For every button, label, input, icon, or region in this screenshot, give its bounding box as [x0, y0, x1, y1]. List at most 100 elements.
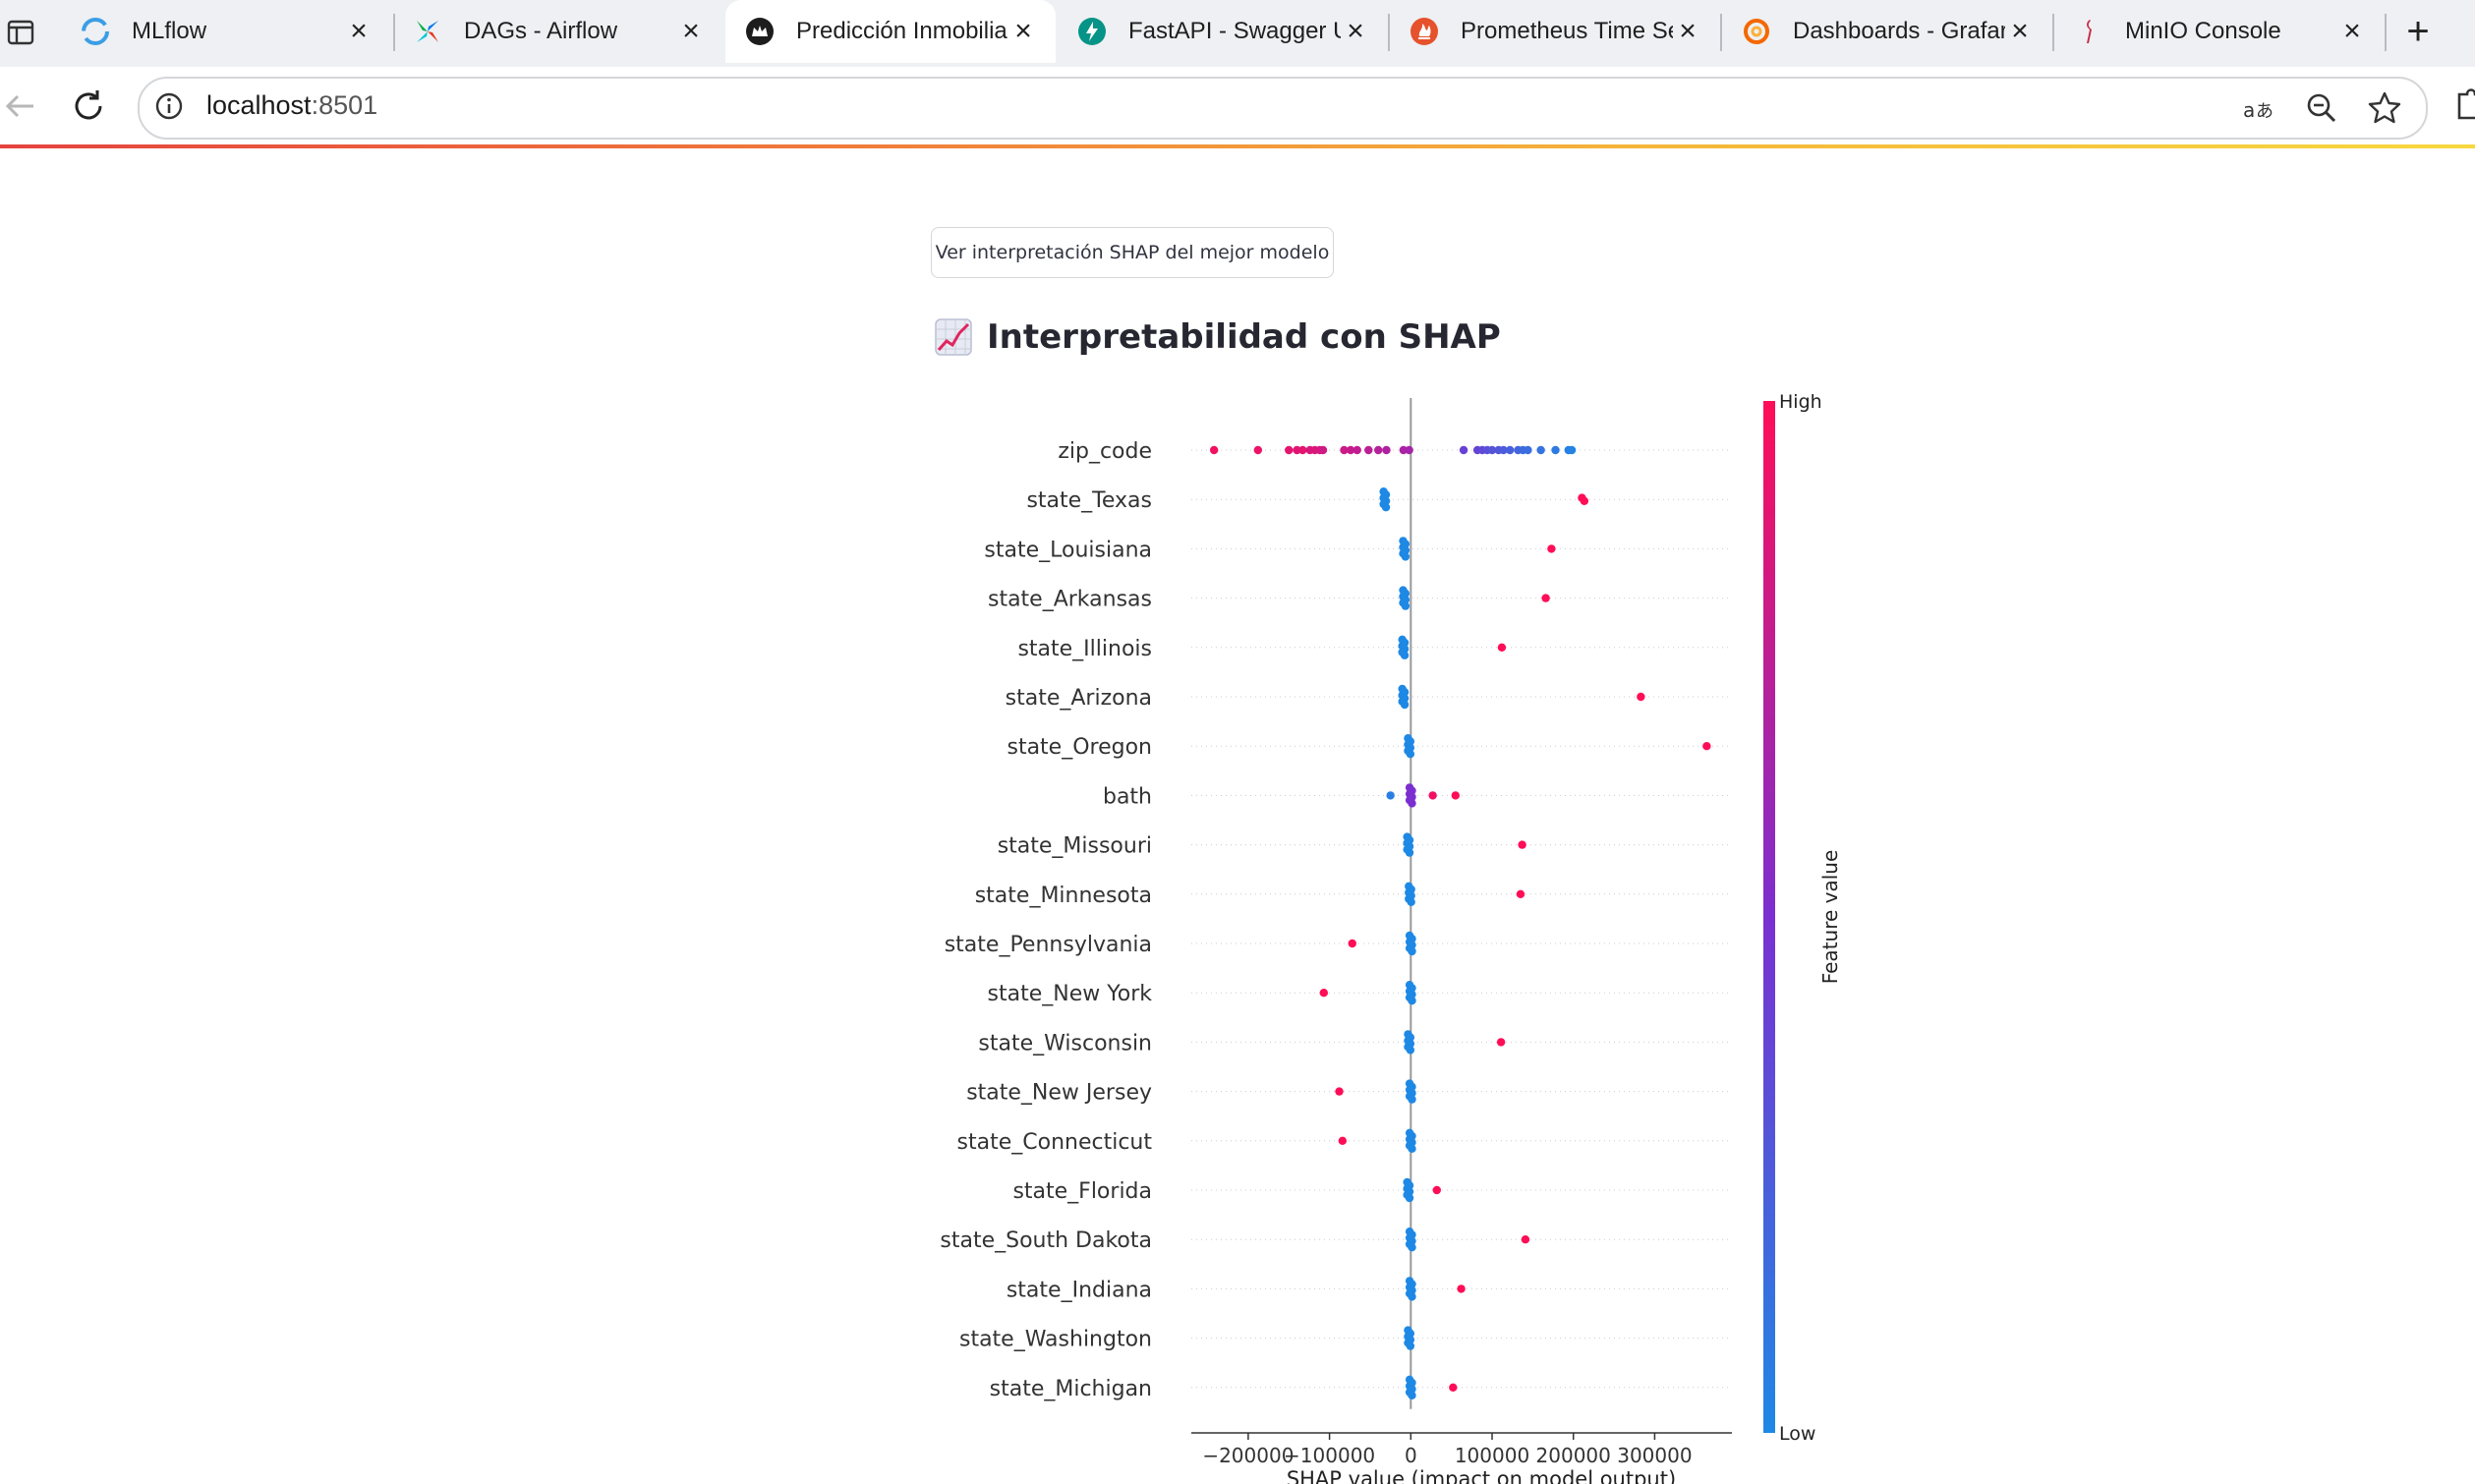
shap-point	[1496, 1038, 1506, 1047]
tab-separator	[1720, 14, 1722, 51]
fastapi-icon	[1077, 17, 1107, 46]
x-tick-label: 200000	[1536, 1444, 1611, 1467]
shap-point	[1457, 1284, 1466, 1293]
tab-separator	[2052, 14, 2054, 51]
close-icon[interactable]: ×	[2011, 15, 2029, 47]
x-tick-label: −100000	[1284, 1444, 1375, 1467]
feature-label: bath	[1103, 784, 1152, 809]
tab-actions-icon[interactable]	[6, 18, 35, 47]
tab-fastapi[interactable]: FastAPI - Swagger U ×	[1058, 0, 1388, 63]
shap-point	[1401, 552, 1410, 561]
zoom-out-icon[interactable]	[2304, 90, 2339, 126]
colorbar-low-label: Low	[1779, 1423, 1815, 1445]
tab-airflow[interactable]: DAGs - Airflow ×	[393, 0, 723, 63]
close-icon[interactable]: ×	[1679, 15, 1697, 47]
shap-point	[1499, 445, 1508, 455]
shap-point	[1346, 445, 1355, 455]
address-text: localhost:8501	[206, 90, 377, 121]
shap-point	[1428, 791, 1437, 800]
shap-point	[1209, 445, 1219, 455]
shap-point	[1408, 946, 1416, 956]
shap-point	[1406, 1341, 1415, 1350]
feature-label: state_Oregon	[1007, 735, 1152, 760]
colorbar-title: Feature value	[1818, 850, 1842, 985]
address-port: :8501	[311, 90, 378, 120]
shap-point	[1521, 1235, 1530, 1244]
address-host: localhost	[206, 90, 312, 120]
shap-point	[1298, 445, 1307, 455]
shap-point	[1408, 1243, 1416, 1252]
close-icon[interactable]: ×	[1347, 15, 1364, 47]
shap-point	[1451, 791, 1460, 800]
x-axis: −200000−100000 0 100000 200000 300000	[1191, 1432, 1732, 1467]
close-icon[interactable]: ×	[2343, 15, 2361, 47]
shap-point	[1318, 445, 1328, 455]
airflow-icon	[413, 17, 442, 46]
heading-text: Interpretabilidad con SHAP	[987, 317, 1501, 357]
close-icon[interactable]: ×	[350, 15, 368, 47]
view-shap-button[interactable]: Ver interpretación SHAP del mejor modelo	[931, 227, 1334, 278]
extensions-icon[interactable]	[2453, 85, 2475, 124]
close-icon[interactable]: ×	[1014, 15, 1032, 47]
tab-prometheus[interactable]: Prometheus Time Se ×	[1390, 0, 1720, 63]
tab-separator	[1388, 14, 1390, 51]
shap-point	[1408, 1095, 1416, 1104]
x-tick-label: 300000	[1617, 1444, 1692, 1467]
shap-point	[1364, 445, 1373, 455]
feature-label: state_New York	[988, 982, 1153, 1006]
star-icon[interactable]	[2367, 90, 2402, 126]
shap-point	[1408, 1391, 1416, 1400]
shap-point	[1338, 1136, 1348, 1145]
colorbar-high-label: High	[1779, 391, 1822, 413]
tab-strip: MLflow × DAGs - Airflow × Predicción Inm…	[0, 0, 2475, 67]
reload-icon[interactable]	[65, 83, 112, 130]
shap-point	[1497, 643, 1507, 652]
x-axis-label: SHAP value (impact on model output)	[1287, 1467, 1676, 1484]
shap-point	[1386, 791, 1395, 800]
tab-separator	[393, 14, 395, 51]
shap-point	[1401, 601, 1410, 610]
shap-point	[1637, 692, 1645, 702]
back-arrow-icon[interactable]	[0, 83, 43, 130]
x-tick-label: −200000	[1202, 1444, 1294, 1467]
site-info-icon[interactable]	[153, 90, 185, 122]
shap-point	[1541, 594, 1550, 602]
shap-point	[1459, 445, 1468, 455]
shap-point	[1400, 700, 1410, 710]
shap-point	[1285, 445, 1294, 455]
feature-label: state_Arizona	[1006, 686, 1152, 711]
feature-labels: zip_code state_Texas state_Louisiana state_…	[940, 439, 1152, 1401]
shap-point	[1518, 840, 1526, 849]
shap-point	[1319, 989, 1329, 998]
chart-increasing-icon	[934, 317, 973, 357]
shap-point	[1335, 1087, 1344, 1096]
tab-prediccion[interactable]: Predicción Inmobilia ×	[725, 0, 1056, 63]
x-tick-label: 100000	[1455, 1444, 1529, 1467]
shap-point	[1432, 1185, 1441, 1195]
tab-minio[interactable]: MinIO Console ×	[2054, 0, 2385, 63]
tab-mlflow[interactable]: MLflow ×	[61, 0, 391, 63]
feature-label: state_Missouri	[998, 834, 1152, 859]
shap-point	[1253, 445, 1263, 455]
shap-point	[1487, 445, 1497, 455]
shap-point	[1405, 1193, 1414, 1203]
shap-point	[1580, 496, 1589, 505]
shap-point	[1406, 1046, 1415, 1055]
new-tab-icon[interactable]: +	[2406, 9, 2430, 53]
svg-text:a: a	[2243, 98, 2255, 122]
shap-point	[1348, 939, 1356, 948]
shap-point	[1516, 889, 1525, 898]
page-loading-bar	[0, 144, 2475, 148]
tab-separator	[2385, 14, 2387, 51]
tab-grafana[interactable]: Dashboards - Grafar ×	[1722, 0, 2052, 63]
feature-label: state_New Jersey	[966, 1081, 1152, 1106]
x-tick-label: 0	[1405, 1444, 1417, 1467]
shap-point	[1399, 445, 1409, 455]
close-icon[interactable]: ×	[682, 15, 700, 47]
feature-label: state_South Dakota	[940, 1228, 1152, 1253]
shap-point	[1293, 445, 1301, 455]
svg-text:あ: あ	[2256, 101, 2274, 122]
